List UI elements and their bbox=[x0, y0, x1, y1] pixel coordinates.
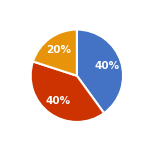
Wedge shape bbox=[77, 30, 123, 113]
Wedge shape bbox=[33, 30, 77, 76]
Text: 40%: 40% bbox=[94, 61, 119, 71]
Text: 40%: 40% bbox=[46, 96, 71, 106]
Wedge shape bbox=[31, 61, 104, 122]
Text: 20%: 20% bbox=[46, 45, 71, 55]
